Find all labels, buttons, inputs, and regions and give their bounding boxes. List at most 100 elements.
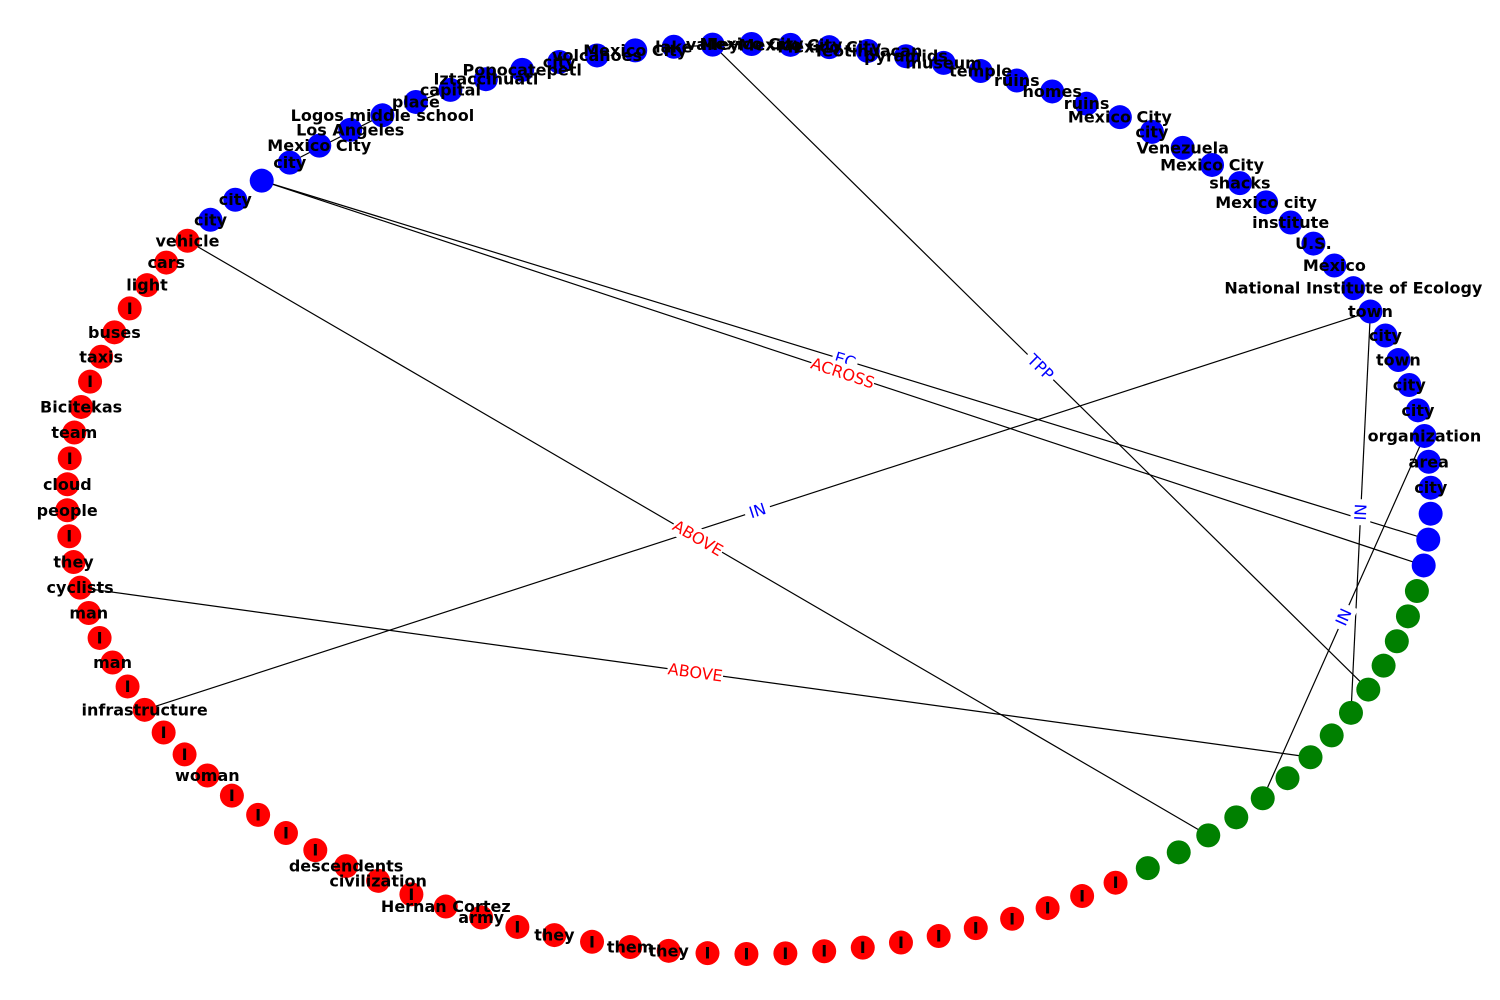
node-r24[interactable] xyxy=(273,821,298,846)
node-r17[interactable] xyxy=(505,914,530,939)
node-r45[interactable] xyxy=(102,320,127,345)
node-b40[interactable] xyxy=(510,57,535,82)
node-r48[interactable] xyxy=(154,250,179,275)
node-b44[interactable] xyxy=(661,34,686,59)
node-b7[interactable] xyxy=(1040,79,1065,104)
node-b8[interactable] xyxy=(1074,91,1099,116)
node-b36[interactable] xyxy=(370,103,395,128)
node-r16[interactable] xyxy=(542,923,567,948)
node-b42[interactable] xyxy=(585,43,610,68)
node-r44[interactable] xyxy=(89,344,114,369)
node-r5[interactable] xyxy=(963,916,988,941)
node-r31[interactable] xyxy=(115,674,140,699)
node-g2[interactable] xyxy=(1395,604,1420,629)
node-r6[interactable] xyxy=(926,924,951,949)
node-b1[interactable] xyxy=(817,35,842,60)
node-r26[interactable] xyxy=(219,783,244,808)
node-b26[interactable] xyxy=(1418,475,1443,500)
node-r42[interactable] xyxy=(69,394,94,419)
node-r30[interactable] xyxy=(132,697,157,722)
node-b14[interactable] xyxy=(1254,190,1279,215)
node-r43[interactable] xyxy=(78,369,103,394)
node-b3[interactable] xyxy=(893,44,918,69)
node-b12[interactable] xyxy=(1200,152,1225,177)
node-r7[interactable] xyxy=(888,930,913,955)
node-r40[interactable] xyxy=(57,446,82,471)
node-b16[interactable] xyxy=(1301,231,1326,256)
node-r41[interactable] xyxy=(62,420,87,445)
node-b32[interactable] xyxy=(249,168,274,193)
node-b38[interactable] xyxy=(438,77,463,102)
node-r13[interactable] xyxy=(656,938,681,963)
node-g13[interactable] xyxy=(1166,840,1191,865)
node-g12[interactable] xyxy=(1196,823,1221,848)
node-r27[interactable] xyxy=(195,763,220,788)
node-b19[interactable] xyxy=(1358,299,1383,324)
node-b31[interactable] xyxy=(223,187,248,212)
node-r49[interactable] xyxy=(175,228,200,253)
node-r2[interactable] xyxy=(1070,884,1095,909)
node-b37[interactable] xyxy=(403,89,428,114)
node-b4[interactable] xyxy=(931,50,956,75)
node-g14[interactable] xyxy=(1135,856,1160,881)
node-b43[interactable] xyxy=(623,38,648,63)
node-g1[interactable] xyxy=(1404,579,1429,604)
node-b22[interactable] xyxy=(1397,372,1422,397)
node-r36[interactable] xyxy=(61,550,86,575)
node-b24[interactable] xyxy=(1412,423,1437,448)
node-r29[interactable] xyxy=(151,720,176,745)
node-r10[interactable] xyxy=(773,941,798,966)
node-r14[interactable] xyxy=(618,935,643,960)
node-r1[interactable] xyxy=(1103,870,1128,895)
node-r23[interactable] xyxy=(303,838,328,863)
node-b30[interactable] xyxy=(198,207,223,232)
node-g8[interactable] xyxy=(1298,745,1323,770)
node-g9[interactable] xyxy=(1275,766,1300,791)
node-r46[interactable] xyxy=(117,296,142,321)
node-b11[interactable] xyxy=(1170,135,1195,160)
node-b21[interactable] xyxy=(1386,348,1411,373)
node-r37[interactable] xyxy=(57,524,82,549)
node-r9[interactable] xyxy=(812,939,837,964)
node-b35[interactable] xyxy=(338,117,363,142)
node-r18[interactable] xyxy=(469,905,494,930)
node-r3[interactable] xyxy=(1035,896,1060,921)
node-b25[interactable] xyxy=(1416,449,1441,474)
node-b20[interactable] xyxy=(1373,323,1398,348)
node-r15[interactable] xyxy=(580,929,605,954)
node-b33[interactable] xyxy=(277,150,302,175)
node-b23[interactable] xyxy=(1405,398,1430,423)
node-r47[interactable] xyxy=(135,273,160,298)
node-b5[interactable] xyxy=(968,59,993,84)
node-r22[interactable] xyxy=(334,854,359,879)
node-r19[interactable] xyxy=(433,894,458,919)
node-g10[interactable] xyxy=(1250,786,1275,811)
node-r35[interactable] xyxy=(68,575,93,600)
node-r21[interactable] xyxy=(366,868,391,893)
node-r20[interactable] xyxy=(399,882,424,907)
node-b41[interactable] xyxy=(547,49,572,74)
node-b17[interactable] xyxy=(1322,253,1347,278)
node-b28[interactable] xyxy=(1416,527,1441,552)
node-b39[interactable] xyxy=(473,67,498,92)
node-g5[interactable] xyxy=(1356,677,1381,702)
node-r28[interactable] xyxy=(172,742,197,767)
node-b45[interactable] xyxy=(700,32,725,57)
node-r39[interactable] xyxy=(55,472,80,497)
node-b9[interactable] xyxy=(1107,105,1132,130)
node-r25[interactable] xyxy=(246,802,271,827)
node-b6[interactable] xyxy=(1004,68,1029,93)
node-g11[interactable] xyxy=(1224,805,1249,830)
node-b29[interactable] xyxy=(1411,553,1436,578)
node-r12[interactable] xyxy=(695,941,720,966)
node-r38[interactable] xyxy=(55,498,80,523)
node-r11[interactable] xyxy=(734,941,759,966)
node-r34[interactable] xyxy=(76,601,101,626)
node-b2[interactable] xyxy=(855,38,880,63)
node-b13[interactable] xyxy=(1227,171,1252,196)
node-r8[interactable] xyxy=(850,935,875,960)
node-r33[interactable] xyxy=(87,625,112,650)
node-b18[interactable] xyxy=(1341,276,1366,301)
node-b15[interactable] xyxy=(1278,210,1303,235)
node-r32[interactable] xyxy=(100,650,125,675)
